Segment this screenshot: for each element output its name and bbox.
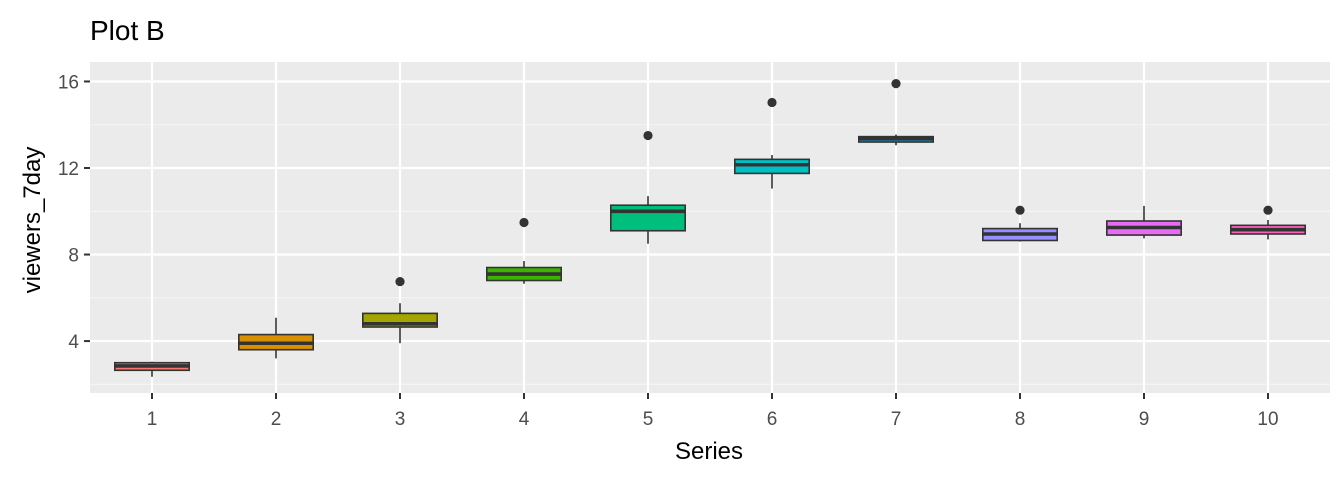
x-tick-label: 6	[767, 409, 778, 430]
y-tick-label: 8	[68, 246, 79, 267]
box-series-9	[1106, 205, 1183, 239]
box-series-7	[857, 79, 934, 146]
x-tick-label: 1	[147, 409, 158, 430]
box-series-10	[1230, 205, 1307, 240]
x-tick-label: 3	[395, 409, 406, 430]
box	[609, 204, 686, 232]
x-tick-label: 7	[891, 409, 902, 430]
outlier-point	[891, 79, 901, 89]
x-axis-title: Series	[675, 438, 743, 465]
y-tick-label: 16	[58, 72, 79, 93]
outlier-point	[1015, 205, 1025, 215]
x-tick-label: 4	[519, 409, 530, 430]
outlier-point	[767, 97, 777, 108]
y-axis: 4 8 12 16	[58, 72, 90, 353]
box-series-3	[361, 276, 438, 344]
x-tick-label: 2	[271, 409, 282, 430]
x-tick-label: 5	[643, 409, 654, 430]
box-series-4	[485, 217, 562, 284]
x-tick-label: 9	[1139, 409, 1150, 430]
y-tick-label: 12	[58, 159, 79, 180]
boxes	[114, 79, 1307, 377]
outlier-point	[395, 276, 405, 287]
box-series-6	[733, 97, 810, 189]
outlier-point	[1263, 205, 1273, 215]
x-tick-label: 10	[1257, 409, 1278, 430]
y-tick-label: 4	[68, 332, 79, 353]
chart-title: Plot B	[90, 15, 165, 46]
box-series-5	[609, 130, 686, 244]
outlier-point	[519, 217, 529, 228]
x-axis: 1 2 3 4 5 6 7 8 9 10	[147, 393, 1279, 430]
x-tick-label: 8	[1015, 409, 1026, 430]
box-series-1	[114, 361, 191, 377]
box-series-2	[238, 317, 315, 359]
box-series-8	[981, 205, 1058, 242]
outlier-point	[643, 130, 653, 141]
y-axis-title: viewers_7day	[19, 147, 46, 294]
